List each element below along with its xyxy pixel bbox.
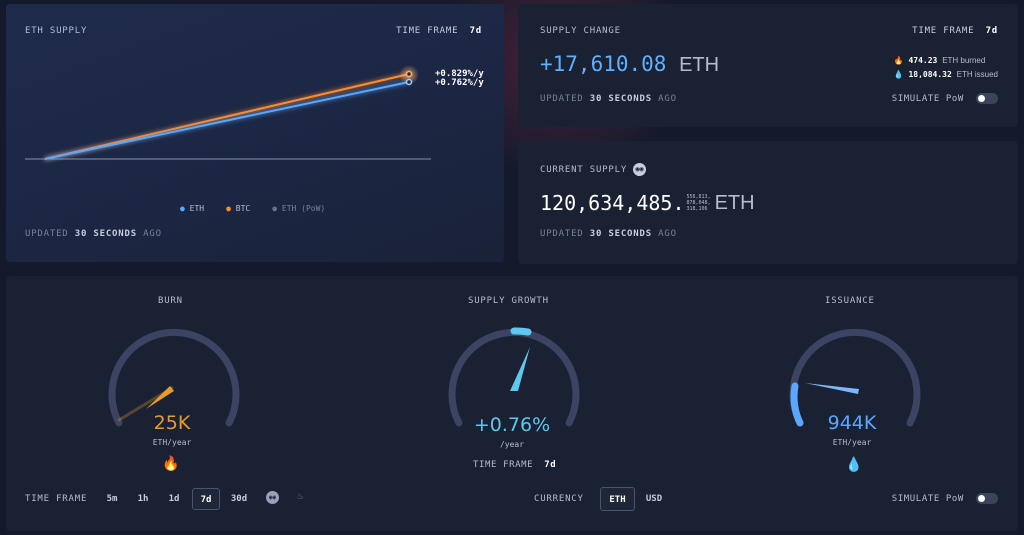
growth-gauge-title: SUPPLY GROWTH [468,296,549,306]
issuance-value: 944K [827,412,877,434]
merge-icon[interactable]: ◉◉ [266,491,279,504]
current-supply-card: CURRENT SUPPLY ◉◉ 120,634,485. 556,813, … [518,141,1018,264]
simulate-pow-toggle-top[interactable]: SIMULATE PoW [892,93,998,104]
burn-needle [146,386,174,409]
growth-arc-fill [510,327,532,336]
toggle-switch[interactable] [976,93,998,104]
timeframe-7d-button[interactable]: 7d [192,488,220,510]
timeframe-label: TIME FRAME [25,494,88,504]
issuance-gauge-title: ISSUANCE [825,296,875,306]
burned-row: 🔥 474.23 ETH burned [893,56,986,65]
gauges-card: BURN 25K ETH/year 🔥 SUPPLY GROWTH +0.76%… [6,276,1018,531]
timeframe-5m-button[interactable]: 5m [106,494,118,504]
issuance-gauge [789,328,921,427]
btc-series-line [44,73,410,160]
currency-label: CURRENCY [534,494,584,504]
eth-endpoint [405,78,413,86]
eth-supply-card: ETH SUPPLY TIME FRAME 7d +0.829%/y +0.76… [6,4,504,262]
chart-legend: ● ETH ● BTC ● ETH (PoW) [180,204,325,213]
eth-supply-title: ETH SUPPLY [25,26,88,36]
growth-unit: /year [499,440,525,449]
issuance-arc-fill [790,382,804,427]
chart-updated: UPDATED 30 SECONDS AGO [25,229,162,239]
supply-change-timeframe[interactable]: TIME FRAME 7d [912,26,998,36]
growth-gauge [448,327,580,427]
legend-eth[interactable]: ● ETH [180,204,205,213]
simulate-pow-toggle-bottom[interactable]: SIMULATE PoW [892,493,998,504]
nerd-glasses-icon[interactable]: ◉◉ [633,163,647,176]
btc-rate-label: +0.829%/y [435,69,484,79]
timeframe-1d-button[interactable]: 1d [168,494,180,504]
supply-chart [25,65,431,160]
burn-value: 25K [153,412,191,434]
burn-unit: ETH/year [152,438,192,447]
current-supply-value: 120,634,485. 556,813, 878,048, 318,106 E… [540,191,755,215]
eth-rate-label: +0.762%/y [435,78,484,88]
fire-icon: 🔥 [893,56,904,65]
supply-decimals: 556,813, 878,048, 318,106 [686,194,711,212]
btc-endpoint [405,70,413,78]
rate-labels: +0.829%/y +0.762%/y [435,70,484,88]
droplet-icon: 💧 [845,457,863,473]
current-supply-header: CURRENT SUPPLY ◉◉ [540,163,647,176]
growth-needle [510,347,530,391]
issuance-unit: ETH/year [832,438,872,447]
supply-change-value: +17,610.08 ETH [540,52,720,76]
fire-icon: 🔥 [162,456,180,472]
growth-value: +0.76% [473,414,551,436]
burn-gauge [108,328,240,427]
legend-btc[interactable]: ● BTC [226,204,251,213]
timeframe-label: TIME FRAME [396,26,459,36]
burn-issue-breakdown: 🔥 474.23 ETH burned 💧 18,084.32 ETH issu… [894,54,998,82]
currency-eth-button[interactable]: ETH [600,487,635,511]
fire-outline-icon[interactable]: ♨ [297,489,304,502]
droplet-icon: 💧 [893,70,904,79]
supply-change-updated: UPDATED 30 SECONDS AGO [540,94,677,104]
burn-gauge-title: BURN [158,296,183,306]
issuance-needle [805,383,859,394]
eth-series-line [44,81,410,160]
current-supply-updated: UPDATED 30 SECONDS AGO [540,229,677,239]
timeframe-value: 7d [469,26,482,36]
currency-usd-button[interactable]: USD [645,494,663,504]
growth-timeframe[interactable]: TIME FRAME 7d [473,460,557,470]
eth-supply-timeframe[interactable]: TIME FRAME 7d [396,26,482,36]
timeframe-1h-button[interactable]: 1h [137,494,149,504]
supply-change-card: SUPPLY CHANGE TIME FRAME 7d +17,610.08 E… [518,4,1018,127]
toggle-switch[interactable] [976,493,998,504]
legend-eth-pow[interactable]: ● ETH (PoW) [272,204,326,213]
issued-row: 💧 18,084.32 ETH issued [893,70,998,79]
supply-change-title: SUPPLY CHANGE [540,26,621,36]
timeframe-30d-button[interactable]: 30d [230,494,248,504]
